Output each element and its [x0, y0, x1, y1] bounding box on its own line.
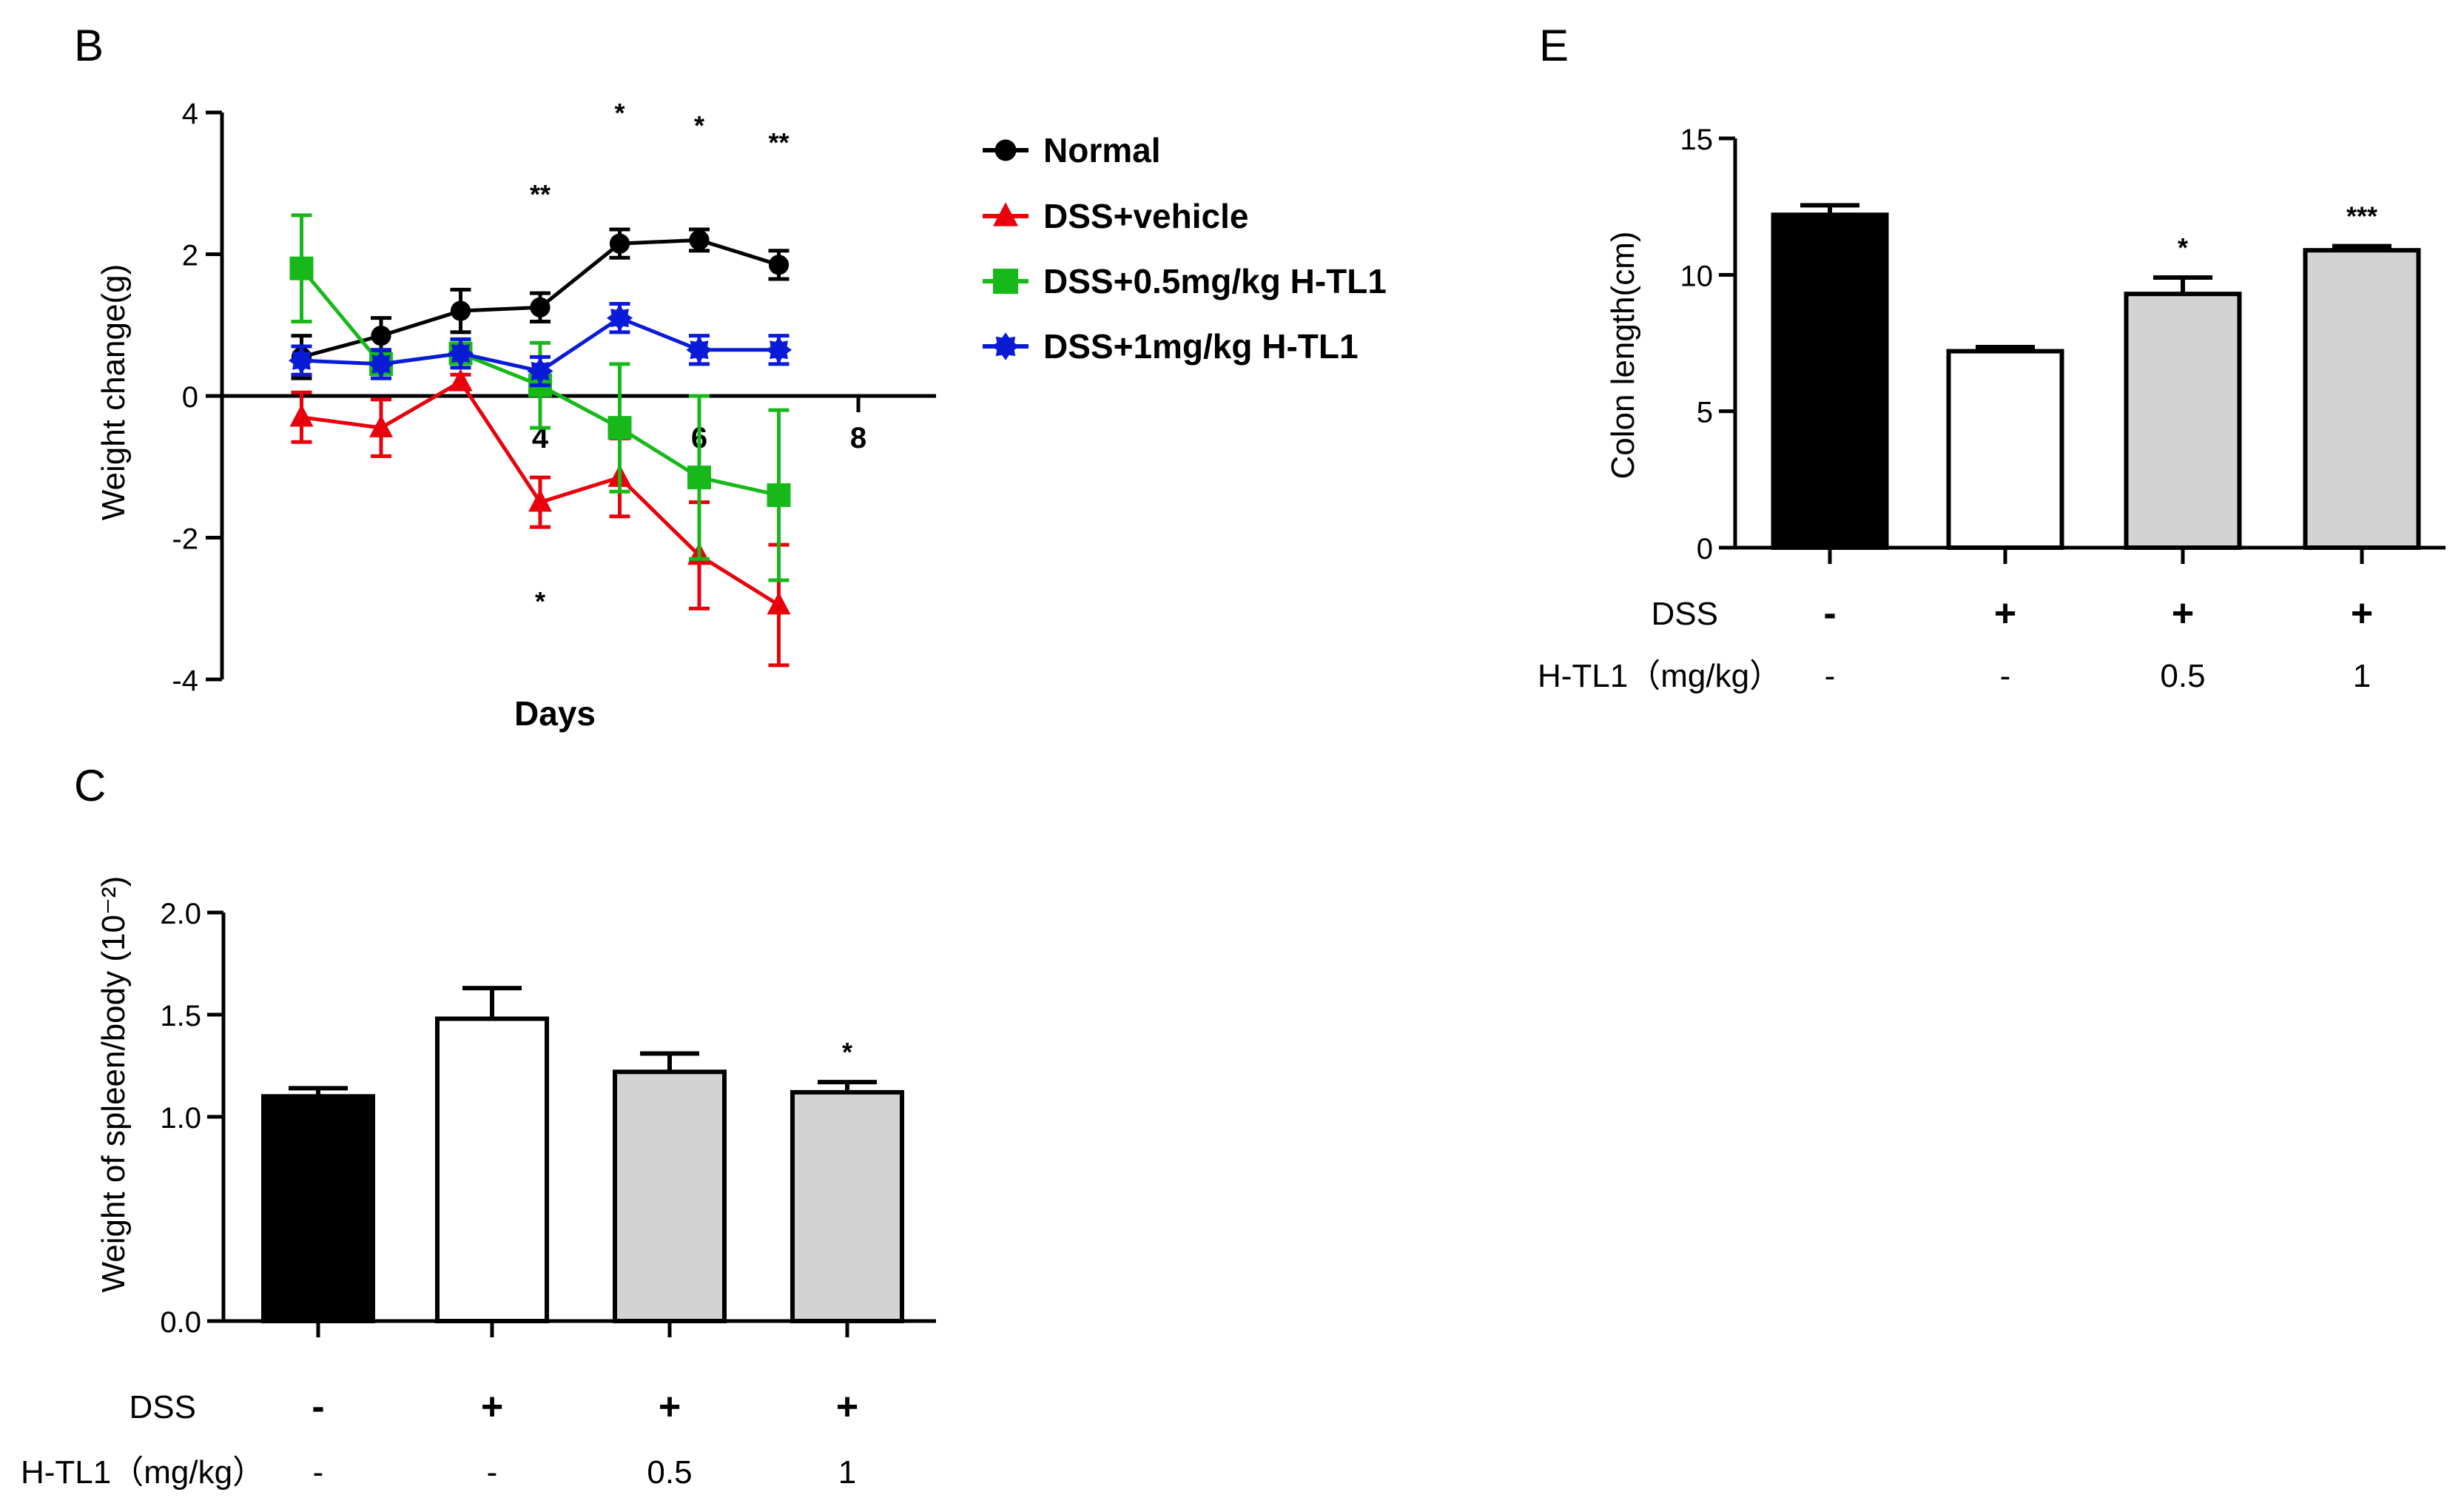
panel-b-letter: B	[74, 21, 104, 70]
b-point-3	[527, 357, 553, 385]
panel-b-ylabel: Weight change(g)	[95, 264, 132, 521]
b-x-tick-label: 8	[850, 422, 866, 454]
panel-b: B Weight change(g) 420-2-4468 Days *****…	[74, 21, 1387, 733]
b-point-2	[607, 416, 632, 440]
e-chart-dss-0: -	[1823, 592, 1836, 635]
e-chart-dss-label: DSS	[1652, 596, 1718, 632]
legend-entry-3: DSS+1mg/kg H-TL1	[1043, 327, 1359, 366]
c-chart-dss-label: DSS	[129, 1389, 196, 1425]
e-chart-y-tick-label: 10	[1680, 260, 1714, 292]
legend-entry-2: DSS+0.5mg/kg H-TL1	[1043, 262, 1387, 300]
c-chart-dss-3: +	[836, 1385, 858, 1428]
b-point-1	[289, 404, 314, 427]
e-chart-dss-1: +	[1994, 592, 2016, 635]
b-point-1	[528, 489, 552, 512]
b-y-tick-label: 4	[182, 98, 198, 130]
b-point-1	[369, 414, 393, 437]
b-y-tick-label: -2	[172, 523, 198, 556]
c-chart-bar-3	[790, 1089, 904, 1323]
panel-e-letter: E	[1539, 21, 1569, 70]
b-point-0	[450, 300, 471, 321]
c-chart-significance-3: *	[842, 1037, 852, 1067]
e-chart-y-tick-label: 0	[1697, 533, 1713, 565]
e-chart-htl1-2: 0.5	[2160, 658, 2205, 694]
panel-c: C Weight of spleen/body (10⁻²) 2.0 1.5 1.0…	[21, 761, 936, 1491]
b-point-3	[686, 337, 713, 363]
b-point-0	[768, 255, 790, 275]
panel-c-chart: 2.0 1.5 1.0 0.0 - - + - +0.5 * +1 DSS H-TL1（mg/kg）	[21, 898, 936, 1491]
b-point-3	[447, 340, 474, 367]
b-y-tick-label: 2	[182, 240, 198, 272]
c-chart-y-tick-label: 1.0	[160, 1102, 201, 1135]
b-y-tick-label: 0	[182, 381, 198, 414]
e-chart-htl1-label: H-TL1（mg/kg）	[1538, 658, 1782, 694]
c-chart-htl1-3: 1	[838, 1454, 856, 1491]
c-chart-bar-2	[613, 1069, 727, 1324]
panel-c-ylabel: Weight of spleen/body (10⁻²)	[95, 876, 132, 1293]
panel-e-chart: 15 10 5 0 - - + - * +0.5 *** +1 DSS H-TL1（mg/kg）	[1538, 124, 2446, 694]
b-significance: *	[694, 110, 704, 141]
b-point-0	[530, 297, 551, 317]
b-y-tick-label: -4	[172, 665, 198, 697]
legend-swatch-marker-3	[992, 332, 1020, 360]
b-point-3	[765, 337, 792, 363]
b-point-2	[767, 483, 791, 508]
panel-c-letter: C	[74, 761, 106, 810]
e-chart-htl1-0: -	[1825, 658, 1836, 694]
b-point-0	[609, 233, 630, 254]
e-chart-significance-3: ***	[2346, 201, 2377, 232]
b-point-0	[689, 229, 710, 250]
panel-b-annotations: *** ****	[530, 98, 790, 616]
e-chart-y-tick-label: 15	[1680, 124, 1714, 156]
c-chart-bar-0	[261, 1094, 375, 1324]
e-chart-dss-3: +	[2351, 592, 2373, 635]
panel-b-xlabel: Days	[514, 694, 596, 733]
c-chart-y-tick-label: 1.5	[160, 1000, 201, 1032]
legend-swatch-marker-2	[993, 269, 1018, 294]
legend-entry-0: Normal	[1043, 131, 1160, 169]
b-point-1	[448, 369, 473, 392]
e-chart-htl1-3: 1	[2353, 658, 2371, 694]
b-x-tick-label: 4	[532, 422, 549, 454]
e-chart-y-tick-label: 5	[1697, 397, 1713, 429]
b-point-3	[368, 351, 394, 377]
e-chart-htl1-1: -	[2000, 658, 2011, 694]
legend-swatch-marker-1	[993, 202, 1018, 226]
c-chart-y-tick-label: 0.0	[160, 1306, 201, 1339]
c-chart-htl1-0: -	[313, 1454, 324, 1491]
panel-b-series	[288, 213, 792, 668]
b-point-0	[371, 326, 391, 346]
b-significance: **	[768, 127, 789, 158]
b-significance: *	[535, 586, 545, 616]
c-chart-y-tick-label: 2.0	[160, 898, 201, 930]
legend-swatch-marker-0	[994, 139, 1017, 161]
c-chart-dss-1: +	[481, 1385, 503, 1428]
e-chart-bar-0	[1771, 212, 1889, 550]
e-chart-bar-2	[2124, 292, 2242, 550]
panel-b-legend: Normal DSS+vehicle DSS+0.5mg/kg H-TL1 DSS+1…	[983, 131, 1387, 366]
c-chart-htl1-1: -	[487, 1454, 498, 1491]
b-significance: *	[614, 98, 625, 128]
panel-e: E Colon length(cm) 15 10 5 0 - - + - * +0.5 *** +1 D…	[1538, 21, 2446, 694]
c-chart-htl1-2: 0.5	[647, 1454, 692, 1491]
panel-b-axes: 420-2-4468	[172, 98, 936, 697]
e-chart-bar-1	[1946, 349, 2064, 550]
legend-entry-1: DSS+vehicle	[1043, 197, 1248, 235]
c-chart-dss-0: -	[312, 1385, 324, 1428]
c-chart-bar-1	[435, 1016, 549, 1324]
b-point-3	[288, 347, 315, 374]
b-point-3	[606, 305, 633, 332]
c-chart-dss-2: +	[659, 1385, 681, 1428]
e-chart-significance-2: *	[2178, 232, 2188, 263]
c-chart-htl1-label: H-TL1（mg/kg）	[21, 1454, 265, 1491]
e-chart-bar-3	[2303, 248, 2421, 550]
panel-e-ylabel: Colon length(cm)	[1605, 231, 1641, 479]
b-point-2	[687, 466, 711, 490]
b-significance: **	[530, 179, 551, 209]
b-point-2	[289, 256, 314, 280]
b-point-1	[767, 591, 791, 615]
e-chart-dss-2: +	[2172, 592, 2194, 635]
